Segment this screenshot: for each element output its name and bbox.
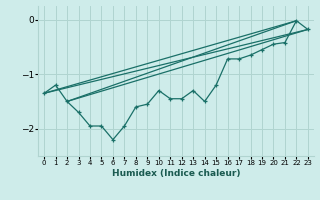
X-axis label: Humidex (Indice chaleur): Humidex (Indice chaleur) — [112, 169, 240, 178]
